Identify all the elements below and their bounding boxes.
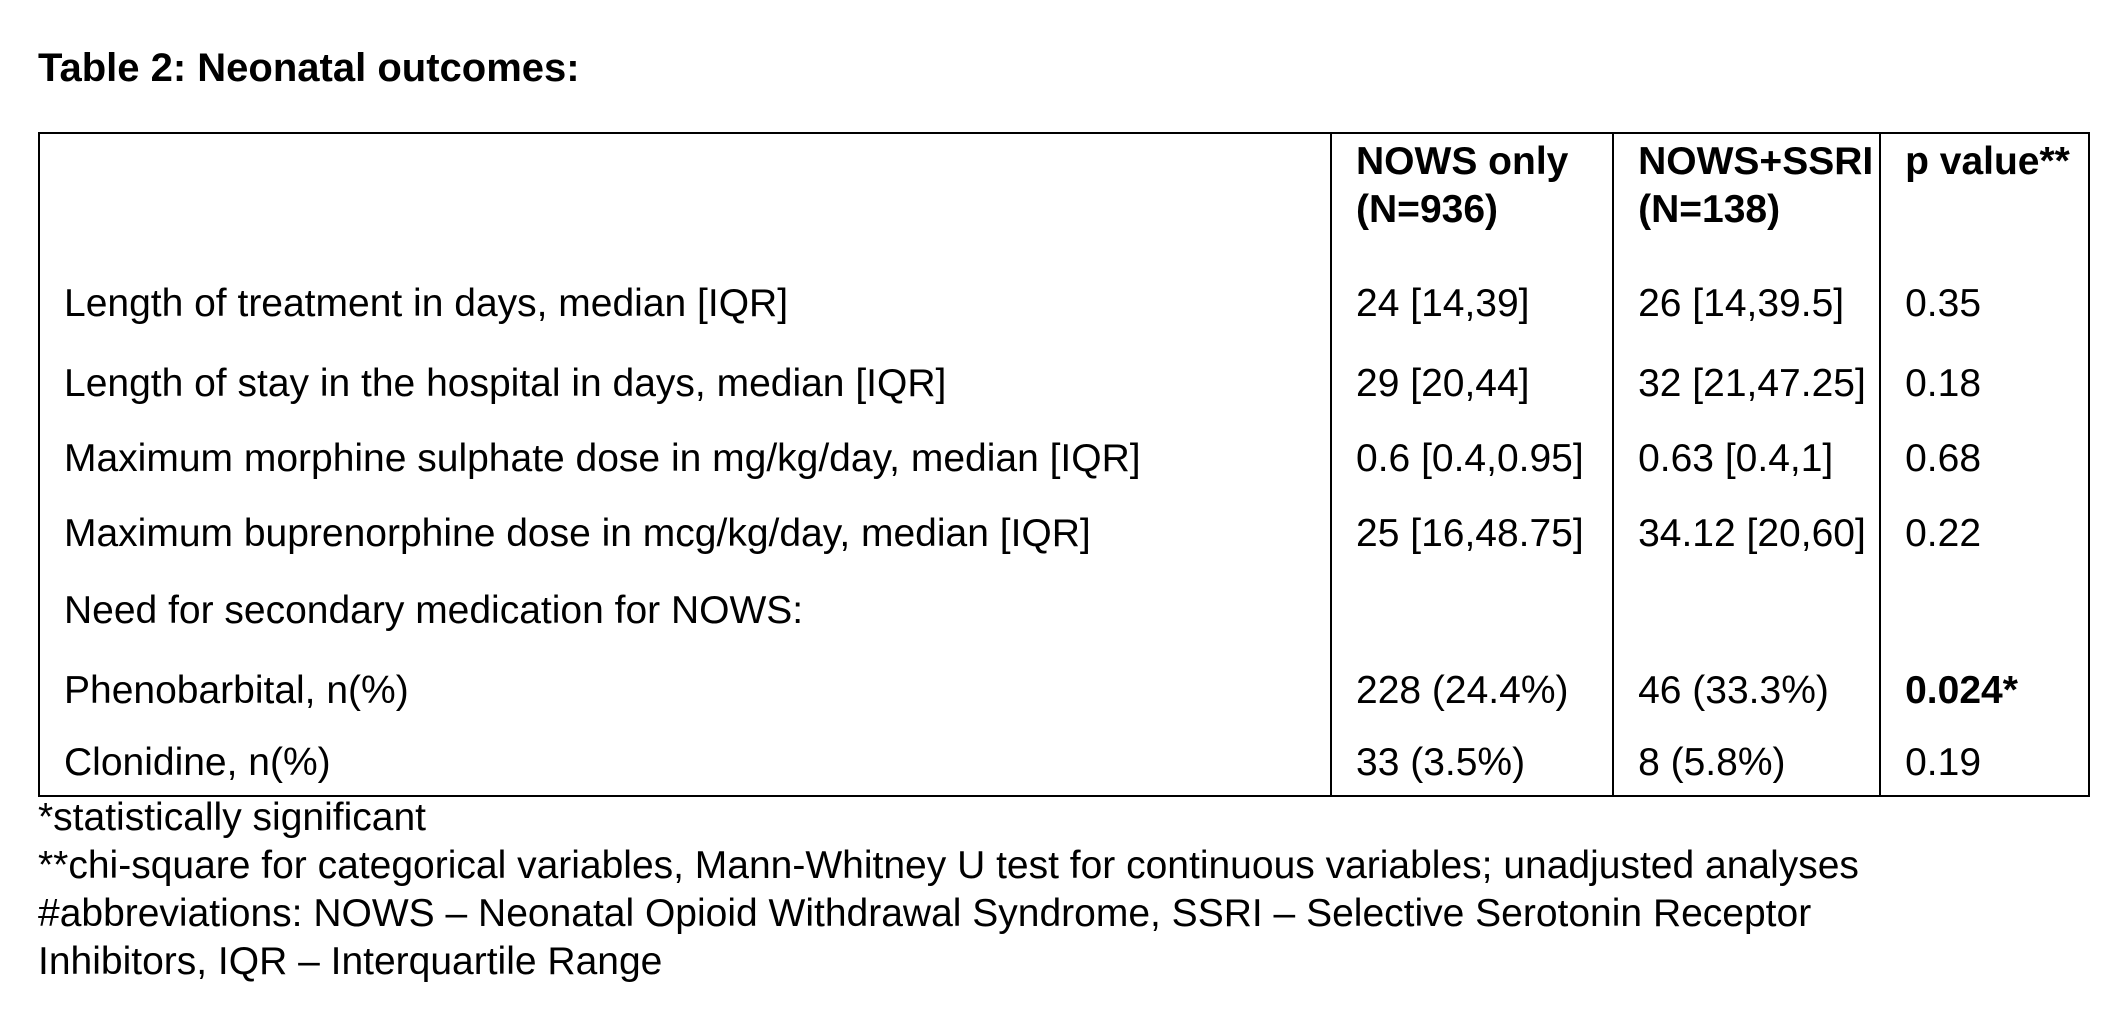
header-nows-only-name: NOWS only <box>1356 140 1569 183</box>
table-row: Maximum buprenorphine dose in mcg/kg/day… <box>39 496 2089 571</box>
table-row: Length of treatment in days, median [IQR… <box>39 262 2089 346</box>
cell-p-value: 0.35 <box>1879 262 2089 346</box>
header-nows-ssri: NOWS+SSRI (N=138) <box>1612 133 1881 262</box>
table-row: Length of stay in the hospital in days, … <box>39 346 2089 421</box>
cell-p-value: 0.22 <box>1879 496 2089 571</box>
footnote-significance: *statistically significant <box>38 796 426 839</box>
cell-nows-only <box>1330 571 1614 651</box>
cell-p-value <box>1879 571 2089 651</box>
cell-p-value: 0.68 <box>1879 421 2089 496</box>
cell-p-value: 0.18 <box>1879 346 2089 421</box>
header-nows-only: NOWS only (N=936) <box>1330 133 1614 262</box>
neonatal-outcomes-table: NOWS only (N=936) NOWS+SSRI (N=138) p va… <box>38 132 2090 797</box>
row-label: Maximum buprenorphine dose in mcg/kg/day… <box>64 512 1091 555</box>
cell-nows-only: 25 [16,48.75] <box>1330 496 1614 571</box>
table-row: Need for secondary medication for NOWS: <box>39 571 2089 651</box>
cell-nows-only: 29 [20,44] <box>1330 346 1614 421</box>
row-label: Maximum morphine sulphate dose in mg/kg/… <box>64 437 1141 480</box>
row-label: Length of treatment in days, median [IQR… <box>64 282 789 325</box>
cell-nows-ssri: 34.12 [20,60] <box>1612 496 1881 571</box>
cell-p-value: 0.19 <box>1879 731 2089 796</box>
table-row: Maximum morphine sulphate dose in mg/kg/… <box>39 421 2089 496</box>
cell-nows-only: 24 [14,39] <box>1330 262 1614 346</box>
cell-nows-ssri: 8 (5.8%) <box>1612 731 1881 796</box>
row-label: Need for secondary medication for NOWS: <box>64 589 804 632</box>
table-title: Table 2: Neonatal outcomes: <box>38 46 580 90</box>
cell-nows-only: 0.6 [0.4,0.95] <box>1330 421 1614 496</box>
cell-nows-only: 228 (24.4%) <box>1330 651 1614 731</box>
cell-nows-ssri: 32 [21,47.25] <box>1612 346 1881 421</box>
cell-nows-ssri: 0.63 [0.4,1] <box>1612 421 1881 496</box>
header-label <box>39 133 1331 262</box>
footnote-tests: **chi-square for categorical variables, … <box>38 844 1859 887</box>
table-row: Clonidine, n(%) 33 (3.5%) 8 (5.8%) 0.19 <box>39 731 2089 796</box>
footnote-abbreviations: #abbreviations: NOWS – Neonatal Opioid W… <box>38 892 1812 935</box>
header-nows-ssri-name: NOWS+SSRI <box>1638 140 1874 183</box>
header-nows-only-n: (N=936) <box>1356 188 1498 231</box>
cell-nows-ssri: 26 [14,39.5] <box>1612 262 1881 346</box>
row-label: Length of stay in the hospital in days, … <box>64 362 947 405</box>
cell-nows-ssri: 46 (33.3%) <box>1612 651 1881 731</box>
table-header-row: NOWS only (N=936) NOWS+SSRI (N=138) p va… <box>39 133 2089 262</box>
table-row: Phenobarbital, n(%) 228 (24.4%) 46 (33.3… <box>39 651 2089 731</box>
header-nows-ssri-n: (N=138) <box>1638 188 1781 231</box>
cell-nows-ssri <box>1612 571 1881 651</box>
footnotes: *statistically significant **chi-square … <box>38 794 2098 986</box>
footnote-abbreviations-cont: Inhibitors, IQR – Interquartile Range <box>38 940 663 983</box>
header-p-value: p value** <box>1879 133 2089 262</box>
row-label: Clonidine, n(%) <box>64 741 331 784</box>
cell-nows-only: 33 (3.5%) <box>1330 731 1614 796</box>
cell-p-value-significant: 0.024* <box>1879 651 2089 731</box>
row-label: Phenobarbital, n(%) <box>64 669 409 712</box>
